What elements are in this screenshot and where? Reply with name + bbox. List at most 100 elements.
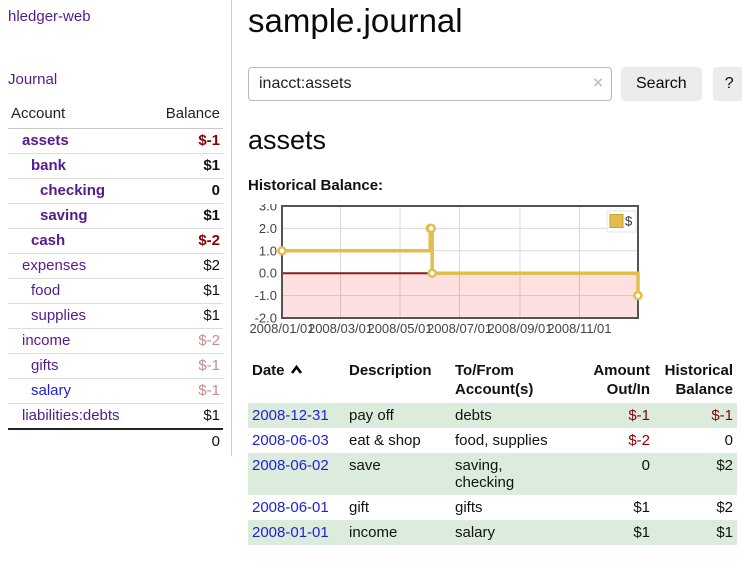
page-title: sample.journal — [248, 2, 463, 39]
register-header-amount: Amount Out/In — [593, 362, 650, 398]
svg-text:2.0: 2.0 — [259, 221, 277, 236]
transaction-row: 2008-06-02 save saving, checking 0 $2 — [248, 453, 737, 495]
transaction-balance: $1 — [716, 524, 733, 541]
transaction-accounts: salary — [455, 524, 496, 541]
clear-search-icon[interactable]: × — [593, 73, 603, 92]
sidebar: hledger-web Journal Account Balance asse… — [0, 0, 232, 456]
svg-text:2008/01/01: 2008/01/01 — [249, 321, 314, 336]
account-row: checking 0 — [8, 178, 223, 204]
account-balance: $2 — [148, 253, 223, 279]
balance-chart: 3.0 2.0 1.0 0.0 -1.0 -2.0 2008/01/01 2008/03/01… — [248, 199, 644, 346]
accounts-table: Account Balance assets $-1 bank $1 checking 0… — [8, 105, 223, 454]
account-row: saving $1 — [8, 203, 223, 229]
search-input-wrap: × — [248, 67, 612, 101]
account-balance: $1 — [148, 203, 223, 229]
accounts-header-account: Account — [8, 105, 149, 129]
account-row: liabilities:debts $1 — [8, 403, 223, 430]
account-balance: $-1 — [148, 353, 223, 379]
accounts-table-header: Account Balance — [8, 105, 223, 129]
account-link[interactable]: supplies — [31, 307, 87, 324]
transaction-balance: $2 — [716, 499, 733, 516]
svg-text:2008/03/01: 2008/03/01 — [308, 321, 373, 336]
register-header-date-label: Date — [252, 362, 285, 379]
account-row: food $1 — [8, 278, 223, 304]
account-balance: $1 — [148, 278, 223, 304]
search-button[interactable]: Search — [621, 67, 702, 101]
account-link[interactable]: salary — [31, 382, 72, 399]
transaction-description: save — [349, 457, 381, 474]
svg-text:2008/05/01: 2008/05/01 — [367, 321, 432, 336]
transaction-accounts: saving, checking — [455, 457, 515, 491]
account-link[interactable]: liabilities:debts — [22, 407, 120, 424]
svg-text:0.0: 0.0 — [259, 266, 277, 281]
svg-text:-2.0: -2.0 — [255, 311, 277, 326]
account-link[interactable]: bank — [31, 157, 67, 174]
transaction-accounts: debts — [455, 407, 492, 424]
account-link[interactable]: expenses — [22, 257, 87, 274]
transaction-row: 2008-06-01 gift gifts $1 $2 — [248, 495, 737, 520]
account-row: gifts $-1 — [8, 353, 223, 379]
transaction-amount: 0 — [641, 457, 650, 474]
transaction-date-link[interactable]: 2008-06-01 — [252, 499, 329, 516]
svg-text:3.0: 3.0 — [259, 204, 277, 214]
account-balance: 0 — [148, 178, 223, 204]
transaction-date-link[interactable]: 2008-01-01 — [252, 524, 329, 541]
account-balance: $-2 — [148, 228, 223, 254]
account-link[interactable]: income — [22, 332, 71, 349]
transaction-amount: $1 — [633, 499, 650, 516]
transaction-balance: $-1 — [711, 407, 733, 424]
svg-text:1.0: 1.0 — [259, 243, 277, 258]
account-balance: $-1 — [148, 378, 223, 404]
account-link[interactable]: assets — [22, 132, 69, 149]
transaction-date-link[interactable]: 2008-06-02 — [252, 457, 329, 474]
transaction-amount: $-1 — [628, 407, 650, 424]
account-link[interactable]: saving — [40, 207, 88, 224]
account-balance: $1 — [148, 303, 223, 329]
sort-ascending-icon — [290, 361, 303, 380]
transaction-balance: $2 — [716, 457, 733, 474]
register-table: Date Description To/From Account(s) Amou… — [248, 359, 737, 545]
account-row: expenses $2 — [8, 253, 223, 279]
account-row: salary $-1 — [8, 378, 223, 404]
balance-chart-svg: 3.0 2.0 1.0 0.0 -1.0 -2.02008/01/012008/03/01… — [249, 199, 643, 336]
app-title-link[interactable]: hledger-web — [8, 8, 91, 25]
search-help-button[interactable]: ? — [712, 67, 742, 101]
accounts-header-balance: Balance — [148, 105, 223, 129]
account-balance: $1 — [148, 153, 223, 179]
account-balance: $-1 — [148, 128, 223, 154]
register-header-description: Description — [349, 362, 432, 379]
register-table-body: 2008-12-31 pay off debts $-1 $-1 2008-06-03 ea… — [248, 403, 737, 545]
account-row: supplies $1 — [8, 303, 223, 329]
chart-label: Historical Balance: — [248, 177, 384, 194]
register-header-balance: Historical Balance — [664, 362, 733, 398]
svg-text:-1.0: -1.0 — [255, 288, 277, 303]
account-row: assets $-1 — [8, 128, 223, 154]
nav-journal-link[interactable]: Journal — [8, 71, 58, 88]
register-header-accounts: To/From Account(s) — [455, 362, 534, 398]
transaction-date-link[interactable]: 2008-06-03 — [252, 432, 329, 449]
account-link[interactable]: gifts — [31, 357, 59, 374]
transaction-accounts: gifts — [455, 499, 483, 516]
transaction-description: pay off — [349, 407, 394, 424]
account-link[interactable]: food — [31, 282, 61, 299]
search-input[interactable] — [248, 67, 612, 101]
transaction-amount: $1 — [633, 524, 650, 541]
search-form: × Search ? — [248, 67, 742, 101]
register-header-date[interactable]: Date — [248, 359, 345, 403]
transaction-description: eat & shop — [349, 432, 421, 449]
transaction-row: 2008-06-03 eat & shop food, supplies $-2 0 — [248, 428, 737, 453]
svg-text:2008/07/01: 2008/07/01 — [427, 321, 492, 336]
transaction-date-link[interactable]: 2008-12-31 — [252, 407, 329, 424]
account-balance: $-2 — [148, 328, 223, 354]
svg-text:2008/09/01: 2008/09/01 — [487, 321, 552, 336]
transaction-row: 2008-12-31 pay off debts $-1 $-1 — [248, 403, 737, 428]
svg-text:2008/11/01: 2008/11/01 — [547, 321, 611, 336]
main-content: sample.journal × Search ? assets Histori… — [248, 0, 742, 545]
account-row: bank $1 — [8, 153, 223, 179]
account-heading: assets — [248, 125, 327, 155]
transaction-description: gift — [349, 499, 370, 516]
account-link[interactable]: cash — [31, 232, 66, 249]
account-link[interactable]: checking — [40, 182, 106, 199]
account-balance: $1 — [148, 403, 223, 430]
accounts-table-body: assets $-1 bank $1 checking 0 saving $1 cash $-2 e… — [8, 128, 223, 430]
